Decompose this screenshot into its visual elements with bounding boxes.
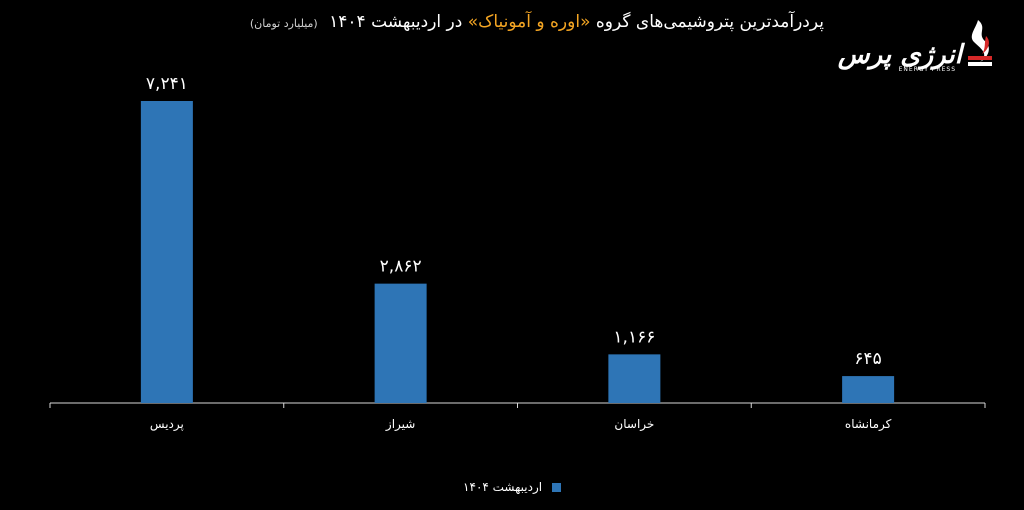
bar: [140, 101, 193, 403]
bar: [608, 354, 661, 403]
legend: اردیبهشت ۱۴۰۴: [0, 480, 1024, 494]
category-label: خراسان: [614, 417, 654, 432]
data-label: ۲,۸۶۲: [380, 257, 422, 277]
title-unit: (میلیارد تومان): [249, 17, 318, 30]
legend-swatch: [551, 483, 561, 492]
legend-label: اردیبهشت ۱۴۰۴: [463, 480, 543, 494]
data-label: ۷,۲۴۱: [146, 74, 188, 94]
bar: [374, 283, 427, 403]
flame-icon: [968, 20, 992, 66]
category-label: شیراز: [385, 417, 415, 432]
title-date: در اردیبهشت ۱۴۰۴: [329, 12, 463, 32]
energy-press-logo: انرژی پرس ENERGY PRESS: [830, 14, 1000, 76]
chart-title: پردرآمدترین پتروشیمی‌های گروه «اوره و آم…: [250, 12, 824, 32]
title-main: پردرآمدترین پتروشیمی‌های گروه: [595, 12, 824, 32]
data-label: ۱,۱۶۶: [613, 327, 655, 347]
category-label: پردیس: [150, 417, 184, 432]
bar: [842, 376, 895, 403]
logo-subtext: ENERGY PRESS: [898, 66, 956, 73]
logo-text: انرژی پرس: [837, 40, 962, 70]
title-highlight: «اوره و آمونیاک»: [467, 12, 591, 32]
data-label: ۶۴۵: [854, 349, 881, 369]
category-label: کرمانشاه: [845, 417, 892, 432]
